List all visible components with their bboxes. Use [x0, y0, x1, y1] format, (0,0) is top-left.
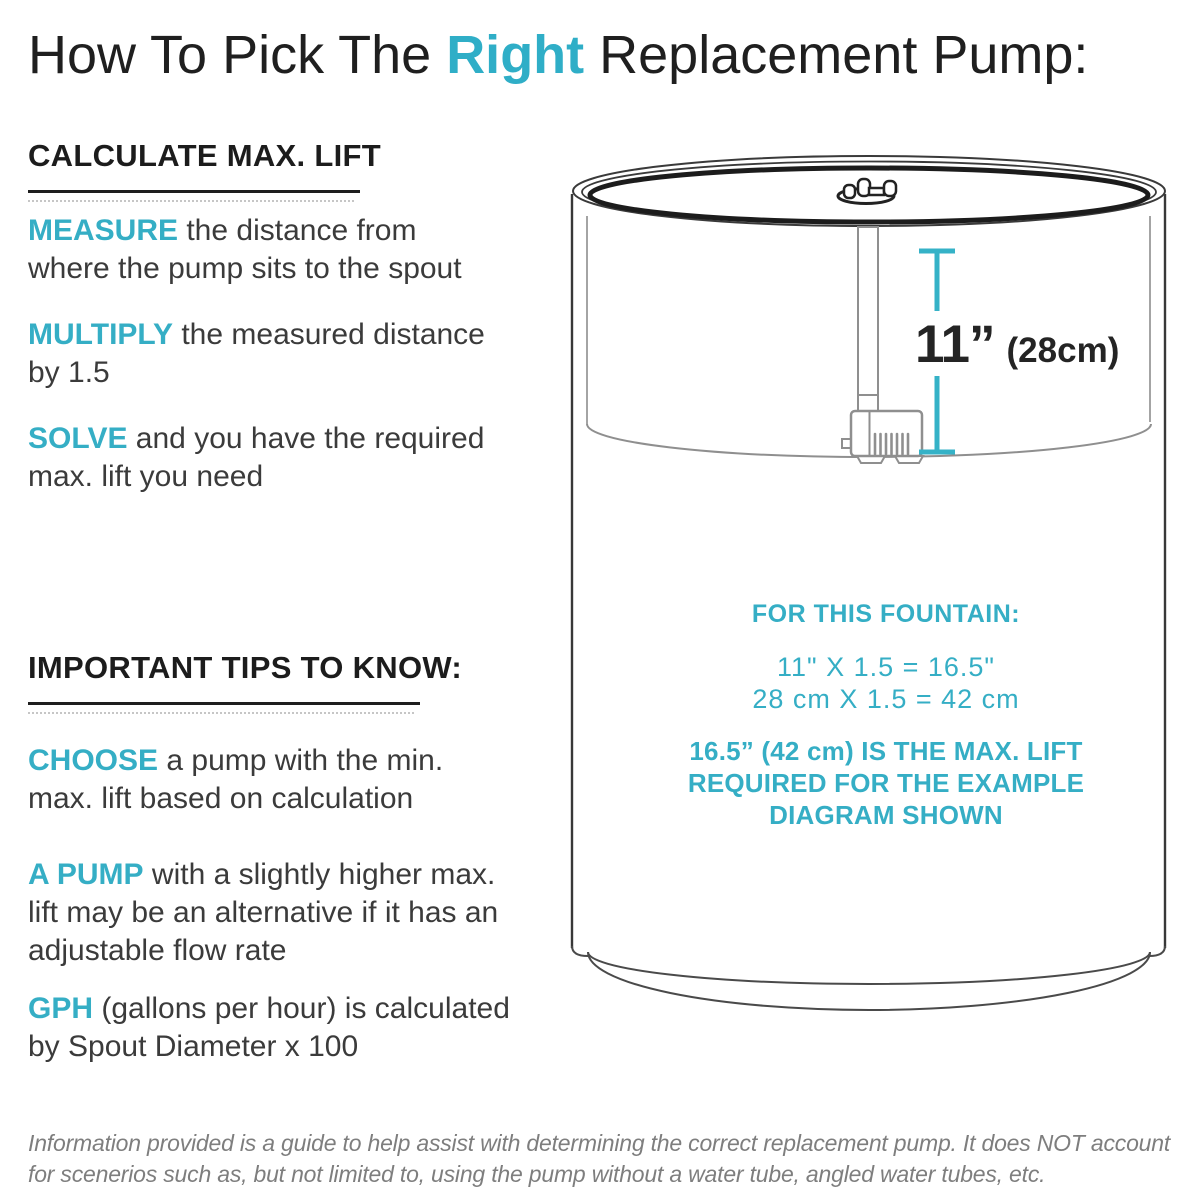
dimension-value: 11”	[915, 315, 996, 374]
section-divider	[28, 190, 360, 193]
section-heading-tips: IMPORTANT TIPS TO KNOW:	[28, 650, 462, 685]
title-highlight: Right	[446, 25, 585, 85]
callout-summary-line: DIAGRAM SHOWN	[769, 800, 1003, 830]
callout-calc-line: 28 cm X 1.5 = 42 cm	[752, 684, 1020, 714]
dimension-line	[919, 248, 955, 455]
water-tube	[857, 226, 879, 413]
page-title: How To Pick The Right Replacement Pump:	[28, 24, 1178, 86]
section-divider-dotted	[28, 200, 354, 202]
fountain-rim	[581, 160, 1157, 225]
tip-keyword: GPH	[28, 992, 94, 1025]
tip-a-pump: A PUMP with a slightly higher max. lift …	[28, 856, 528, 970]
instruction-keyword: SOLVE	[28, 422, 128, 455]
tip-text: with a slightly higher max. lift may be …	[28, 858, 499, 967]
section-divider-dotted	[28, 712, 414, 714]
tip-keyword: A PUMP	[28, 858, 144, 891]
dimension-label: 11” (28cm)	[915, 318, 1119, 371]
instruction-text: the measured distance by 1.5	[28, 318, 485, 389]
instruction-multiply: MULTIPLY the measured distance by 1.5	[28, 316, 508, 392]
fountain-callout: FOR THIS FOUNTAIN: 11" X 1.5 = 16.5" 28 …	[650, 600, 1122, 831]
pump-intake-grill	[873, 432, 910, 456]
callout-calc-line: 11" X 1.5 = 16.5"	[776, 652, 996, 682]
tip-text: (gallons per hour) is calculated by Spou…	[28, 992, 510, 1063]
callout-summary: 16.5” (42 cm) IS THE MAX. LIFT REQUIRED …	[650, 735, 1122, 831]
callout-heading: FOR THIS FOUNTAIN:	[751, 600, 1021, 628]
tip-gph: GPH (gallons per hour) is calculated by …	[28, 990, 548, 1066]
pump	[841, 409, 925, 464]
callout-summary-line: 16.5” (42 cm) IS THE MAX. LIFT	[689, 736, 1083, 766]
spout-icon	[836, 177, 898, 205]
callout-summary-line: REQUIRED FOR THE EXAMPLE	[687, 768, 1085, 798]
fountain-base	[571, 945, 1166, 1011]
instruction-text: and you have the required max. lift you …	[28, 422, 485, 493]
disclaimer-text: Information provided is a guide to help …	[28, 1130, 1171, 1187]
instruction-keyword: MEASURE	[28, 214, 179, 247]
dimension-metric-value: (28cm)	[1006, 331, 1120, 370]
instruction-text: the distance from where the pump sits to…	[28, 214, 462, 285]
title-suffix: Replacement Pump:	[584, 25, 1089, 85]
instruction-measure: MEASURE the distance from where the pump…	[28, 212, 488, 288]
callout-calculations: 11" X 1.5 = 16.5" 28 cm X 1.5 = 42 cm	[650, 651, 1122, 715]
instruction-solve: SOLVE and you have the required max. lif…	[28, 420, 508, 496]
section-heading-calculate: CALCULATE MAX. LIFT	[28, 138, 381, 173]
tip-keyword: CHOOSE	[28, 744, 159, 777]
instruction-keyword: MULTIPLY	[28, 318, 174, 351]
tip-text: a pump with the min. max. lift based on …	[28, 744, 444, 815]
section-divider	[28, 702, 420, 705]
title-prefix: How To Pick The	[28, 25, 447, 85]
tip-choose: CHOOSE a pump with the min. max. lift ba…	[28, 742, 498, 818]
